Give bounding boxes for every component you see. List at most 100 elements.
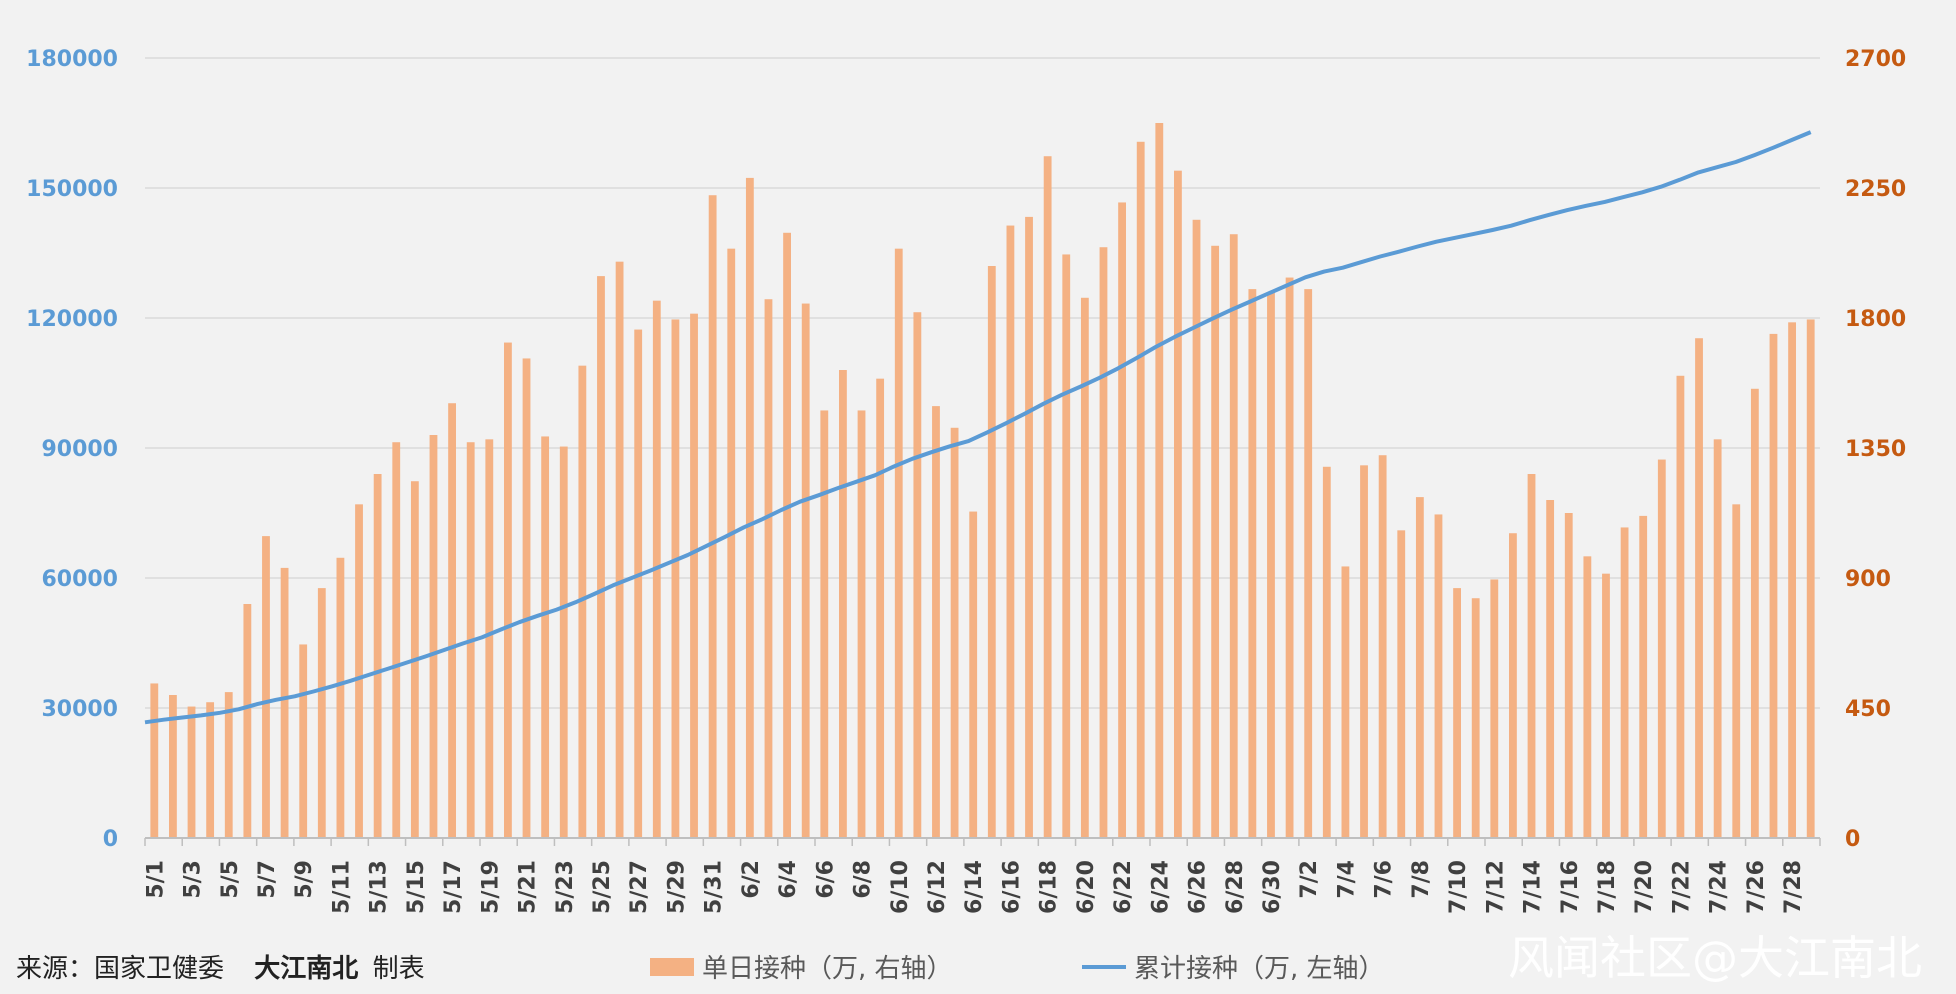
bar-6-6 (820, 410, 829, 838)
bar-7-5 (1360, 465, 1368, 838)
x-tick-label: 7/16 (1558, 860, 1583, 914)
left-tick-label: 90000 (41, 437, 118, 462)
bar-7-28 (1788, 322, 1796, 838)
bar-6-18 (1043, 156, 1052, 838)
bar-5-16 (429, 435, 438, 838)
x-tick-label: 5/11 (329, 860, 354, 914)
bar-5-11 (336, 557, 345, 838)
bar-5-19 (485, 439, 494, 838)
bar-6-27 (1211, 245, 1220, 838)
bar-5-29 (671, 319, 680, 838)
x-tick-label: 6/2 (739, 860, 764, 899)
bar-7-17 (1583, 556, 1592, 838)
bar-5-10 (317, 588, 326, 838)
bar-5-30 (690, 313, 698, 839)
left-tick-label: 60000 (41, 567, 118, 592)
x-tick-label: 5/9 (292, 860, 317, 899)
x-tick-label: 6/12 (925, 860, 950, 914)
bar-5-5 (224, 692, 233, 838)
x-tick-label: 7/6 (1372, 860, 1397, 899)
author-suffix: 制表 (372, 954, 425, 984)
bar-7-18 (1602, 573, 1610, 838)
x-tick-label: 5/1 (143, 860, 168, 899)
x-tick-label: 7/4 (1334, 860, 1359, 899)
right-tick-label: 2700 (1845, 47, 1906, 72)
watermark: 风闻社区@大江南北 (1508, 931, 1922, 985)
x-tick-label: 6/28 (1223, 860, 1248, 914)
bar-5-7 (262, 536, 270, 838)
x-tick-label: 7/28 (1781, 860, 1806, 914)
bar-6-28 (1229, 234, 1238, 838)
bar-7-6 (1378, 455, 1387, 838)
bar-5-12 (355, 504, 363, 838)
gridlines (145, 57, 1820, 709)
x-tick-label: 5/29 (664, 860, 689, 914)
bar-6-14 (969, 511, 978, 838)
bar-6-3 (764, 299, 773, 838)
x-tick-label: 6/24 (1148, 860, 1173, 914)
bar-6-22 (1118, 202, 1126, 838)
right-tick-label: 0 (1845, 827, 1860, 852)
bar-6-9 (876, 378, 885, 838)
bar-6-7 (839, 370, 847, 838)
x-tick-label: 6/22 (1111, 860, 1136, 914)
bar-7-4 (1341, 566, 1350, 838)
bar-7-13 (1509, 533, 1517, 838)
bar-5-1 (150, 683, 159, 838)
bar-7-21 (1657, 459, 1666, 838)
x-tick-label: 7/24 (1707, 860, 1732, 914)
x-tick-label: 5/3 (181, 860, 206, 899)
bar-7-25 (1732, 504, 1741, 838)
bar-5-13 (373, 474, 382, 838)
x-tick-label: 5/27 (627, 860, 652, 914)
x-tick-label: 7/20 (1632, 860, 1657, 914)
x-tick-label: 5/23 (553, 860, 578, 914)
source-label: 来源：国家卫健委 (16, 954, 225, 984)
bar-6-24 (1155, 123, 1164, 838)
bar-5-22 (541, 436, 550, 838)
bar-6-16 (1006, 225, 1015, 839)
bar-7-27 (1769, 333, 1778, 838)
legend-label-daily: 单日接种（万, 右轴） (702, 954, 953, 984)
bar-5-8 (280, 567, 289, 838)
bar-6-2 (745, 177, 754, 838)
bar-6-20 (1080, 297, 1089, 838)
bar-6-23 (1136, 141, 1145, 838)
bar-6-11 (913, 312, 922, 838)
bar-7-7 (1397, 530, 1406, 838)
x-tick-label: 5/31 (702, 860, 727, 914)
x-tick-label: 7/8 (1409, 860, 1434, 899)
x-tick-label: 5/21 (516, 860, 541, 914)
legend-bar-swatch (650, 957, 694, 976)
x-tick-label: 7/10 (1446, 860, 1471, 914)
left-tick-label: 180000 (26, 47, 118, 72)
bar-6-26 (1192, 219, 1201, 838)
daily-bars (150, 123, 1815, 839)
x-tick-label: 7/18 (1595, 860, 1620, 914)
bar-7-2 (1304, 289, 1313, 839)
left-tick-label: 150000 (26, 177, 118, 202)
left-tick-label: 0 (103, 827, 118, 852)
bar-6-1 (727, 248, 736, 838)
right-tick-label: 1800 (1845, 307, 1906, 332)
bar-5-2 (169, 695, 177, 838)
cumulative-line-path (144, 130, 1812, 725)
left-axis-ticks: 0 30000 60000 90000 120000 150000 180000 (26, 47, 118, 852)
bar-7-19 (1620, 527, 1629, 838)
x-tick-label: 6/20 (1074, 860, 1099, 914)
bar-5-23 (559, 446, 568, 838)
bar-7-23 (1695, 338, 1703, 838)
bar-6-25 (1174, 170, 1182, 838)
x-tick-label: 6/10 (888, 860, 913, 914)
bar-5-4 (206, 702, 215, 838)
bar-5-14 (392, 442, 401, 838)
source-note: 来源：国家卫健委 大江南北 制表 (16, 948, 425, 985)
bar-6-13 (950, 427, 959, 838)
right-tick-label: 1350 (1845, 437, 1906, 462)
bar-5-6 (243, 604, 252, 838)
bar-5-9 (299, 644, 308, 838)
bar-6-15 (987, 266, 996, 838)
bar-6-19 (1062, 254, 1071, 838)
bar-6-30 (1267, 292, 1275, 838)
